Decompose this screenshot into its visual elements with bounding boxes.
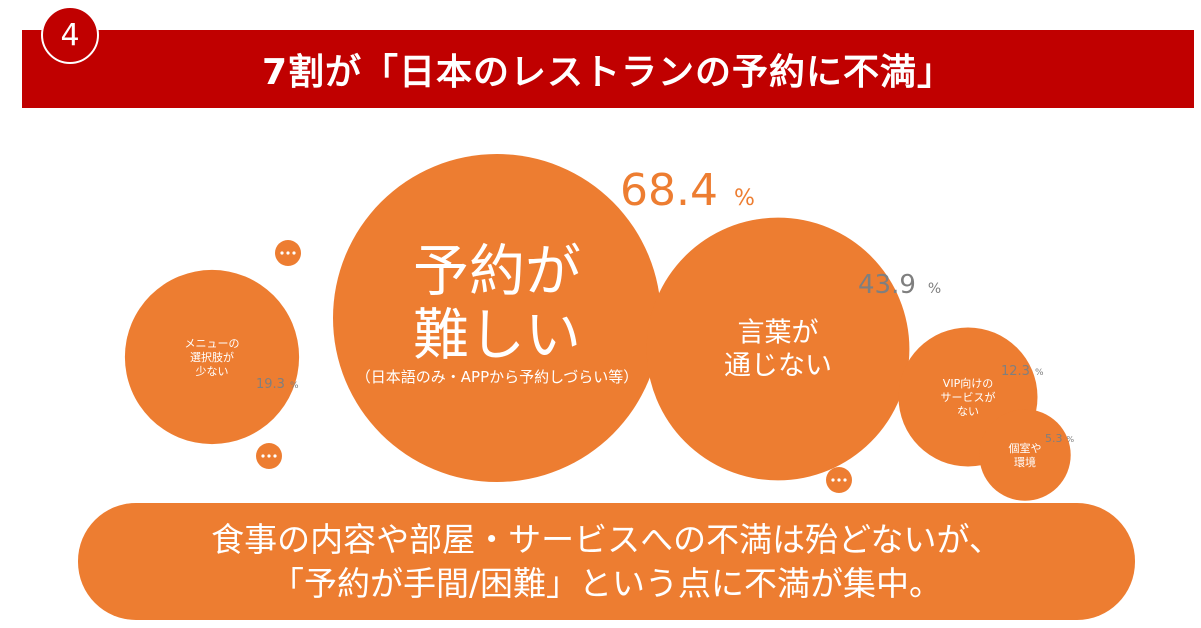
- bubble-label-line: 少ない: [196, 365, 229, 378]
- bubble-label-3: メニューの選択肢が少ない: [185, 337, 240, 378]
- bubble-label-2: 言葉が通じない: [724, 317, 832, 381]
- bubble-label-line: 通じない: [724, 350, 832, 381]
- ellipsis-dot: [267, 454, 271, 458]
- bubble-3: [124, 269, 300, 445]
- page-title: 7割が「日本のレストランの予約に不満」: [261, 52, 955, 93]
- value-label-5: 5.3%: [1045, 432, 1075, 445]
- bubble-sublabel-1: （日本語のみ・APPから予約しづらい等）: [356, 368, 638, 386]
- value-number: 43.9: [858, 270, 916, 300]
- bubble-label-line: ない: [957, 405, 979, 418]
- bubble-label-4: VIP向けのサービスがない: [941, 376, 996, 418]
- ellipsis-dot: [837, 478, 841, 482]
- summary-callout: 食事の内容や部屋・サービスへの不満は殆どないが、 「予約が手間/困難」という点に…: [78, 503, 1135, 620]
- ellipsis-dot: [831, 478, 835, 482]
- bubble-5: [979, 409, 1071, 501]
- value-unit: %: [928, 281, 941, 297]
- summary-line-2: 「予約が手間/困難」という点に不満が集中。: [270, 563, 943, 603]
- value-number: 12.3: [1001, 364, 1030, 379]
- bubble-label-line: 選択肢が: [190, 350, 234, 364]
- bubble-1: [333, 154, 661, 482]
- ellipsis-dot: [843, 478, 847, 482]
- bubble-label-line: 難しい: [413, 304, 581, 369]
- value-unit: %: [1035, 368, 1044, 378]
- title-banner: 7割が「日本のレストランの予約に不満」: [22, 30, 1194, 108]
- bubble-label-1: 予約が難しい: [413, 240, 581, 369]
- ellipsis-dot: [273, 454, 277, 458]
- value-label-1: 68.4%: [620, 165, 755, 216]
- bubble-label-line: VIP向けの: [943, 376, 993, 390]
- ellipsis-dot: [292, 251, 296, 255]
- ellipsis-dot: [261, 454, 265, 458]
- bubble-label-line: 環境: [1014, 455, 1036, 469]
- bubble-label-line: メニューの: [185, 337, 240, 350]
- value-number: 19.3: [256, 377, 285, 392]
- value-number: 5.3: [1045, 432, 1063, 445]
- value-label-3: 19.3%: [256, 377, 299, 392]
- value-unit: %: [734, 186, 755, 211]
- section-number-badge: 4: [41, 6, 99, 64]
- value-unit: %: [290, 381, 299, 391]
- bubble-label-line: サービスが: [941, 390, 996, 404]
- ellipsis-dot: [286, 251, 290, 255]
- value-unit: %: [1067, 435, 1075, 444]
- bubble-label-line: 言葉が: [738, 317, 819, 348]
- ellipsis-dot: [280, 251, 284, 255]
- value-number: 68.4: [620, 165, 718, 216]
- value-label-4: 12.3%: [1001, 364, 1044, 379]
- bubble-label-5: 個室や環境: [1009, 441, 1042, 469]
- value-label-2: 43.9%: [858, 270, 941, 300]
- bubble-2: [646, 217, 910, 481]
- summary-line-1: 食事の内容や部屋・サービスへの不満は殆どないが、: [211, 519, 1002, 559]
- bubble-label-line: 予約が: [413, 240, 581, 305]
- bubble-label-line: 個室や: [1009, 441, 1042, 455]
